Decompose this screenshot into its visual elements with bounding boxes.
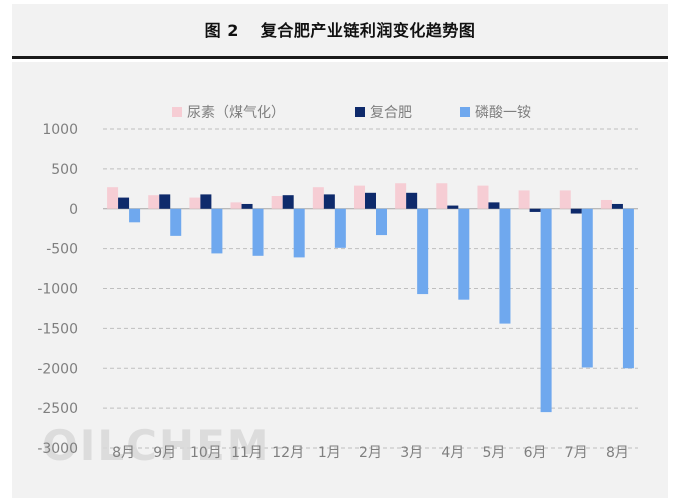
bar-compound	[159, 194, 171, 209]
bar-urea	[395, 183, 407, 209]
bar-urea	[436, 183, 448, 209]
bar-compound	[529, 208, 541, 212]
bar-compound	[282, 195, 294, 209]
bar-map	[252, 208, 264, 256]
x-tick-label: 4月	[441, 445, 464, 461]
bar-map	[334, 208, 346, 248]
bar-urea	[354, 185, 365, 209]
bar-map	[499, 208, 511, 324]
x-tick-label: 8月	[606, 445, 629, 461]
x-tick-label: 5月	[483, 445, 506, 461]
y-tick-label: 1000	[42, 122, 78, 138]
bar-compound	[611, 203, 623, 209]
bar-urea	[559, 190, 571, 209]
x-tick-label: 12月	[272, 445, 304, 461]
legend-label-map: 磷酸一铵	[475, 105, 531, 121]
bar-urea	[271, 195, 283, 209]
bar-map	[540, 208, 552, 413]
bar-map	[129, 208, 141, 223]
bar-urea	[477, 185, 489, 209]
x-tick-label: 9月	[153, 445, 176, 461]
x-tick-label: 1月	[318, 445, 341, 461]
chart-area: OILCHEM 1000 500 0 -500 -1000 -1500 -2000 -2500…	[12, 62, 668, 498]
y-tick-label: -1500	[37, 321, 78, 337]
bar-urea	[230, 202, 242, 209]
legend-swatch-compound	[355, 107, 365, 117]
x-tick-label: 11月	[231, 445, 263, 461]
bar-compound	[488, 202, 500, 209]
legend-swatch-map	[460, 107, 470, 117]
figure-title-bar: 图 2 复合肥产业链利润变化趋势图	[12, 4, 668, 59]
bar-urea	[148, 195, 160, 209]
y-tick-label: 500	[51, 162, 78, 178]
x-tick-label: 2月	[359, 445, 382, 461]
x-tick-label: 10月	[190, 445, 222, 461]
bar-map	[293, 208, 305, 258]
y-tick-label: -500	[46, 242, 78, 258]
legend-label-urea: 尿素（煤气化）	[187, 105, 285, 121]
bar-map	[211, 208, 223, 254]
figure-number: 图 2	[204, 21, 239, 40]
figure-title-text: 复合肥产业链利润变化趋势图	[260, 21, 476, 40]
bar-urea	[107, 187, 119, 209]
y-tick-label: -2000	[37, 361, 78, 377]
x-tick-label: 7月	[565, 445, 588, 461]
bar-urea	[189, 197, 201, 209]
bar-compound	[406, 192, 418, 209]
y-tick-label: -3000	[37, 441, 78, 457]
bar-map	[581, 208, 593, 368]
x-tick-label: 8月	[112, 445, 135, 461]
legend-label-compound: 复合肥	[370, 104, 412, 121]
watermark-logo: OILCHEM	[42, 421, 271, 470]
y-tick-label: 0	[69, 202, 78, 218]
bar-compound	[570, 208, 582, 214]
y-tick-label: -1000	[37, 282, 78, 298]
bar-urea	[312, 187, 324, 209]
figure-title: 图 2 复合肥产业链利润变化趋势图	[12, 17, 668, 41]
bar-compound	[365, 192, 376, 209]
bar-map	[376, 208, 387, 236]
bar-urea	[518, 190, 530, 209]
bar-compound	[241, 203, 253, 209]
bar-map	[170, 208, 182, 236]
x-tick-label: 3月	[400, 445, 423, 461]
bar-compound	[118, 197, 130, 209]
watermark: OILCHEM	[42, 421, 271, 470]
x-tick-label: 6月	[524, 445, 547, 461]
bar-map	[622, 208, 634, 369]
bar-chart: OILCHEM 1000 500 0 -500 -1000 -1500 -2000 -2500…	[37, 104, 638, 470]
bars	[107, 183, 634, 413]
bar-compound	[323, 194, 335, 209]
bar-map	[458, 208, 470, 300]
bar-urea	[600, 199, 612, 209]
bar-compound	[200, 194, 212, 209]
legend: 尿素（煤气化） 复合肥 磷酸一铵	[172, 104, 531, 121]
y-axis-labels: 1000 500 0 -500 -1000 -1500 -2000 -2500 -3000	[37, 122, 78, 457]
y-tick-label: -2500	[37, 401, 78, 417]
x-axis-labels: 8月 9月 10月 11月 12月 1月 2月 3月 4月 5月 6月 7月 8月	[112, 445, 629, 461]
grid-lines	[103, 128, 638, 449]
legend-swatch-urea	[172, 107, 182, 117]
bar-map	[417, 208, 429, 295]
bar-compound	[447, 205, 459, 209]
